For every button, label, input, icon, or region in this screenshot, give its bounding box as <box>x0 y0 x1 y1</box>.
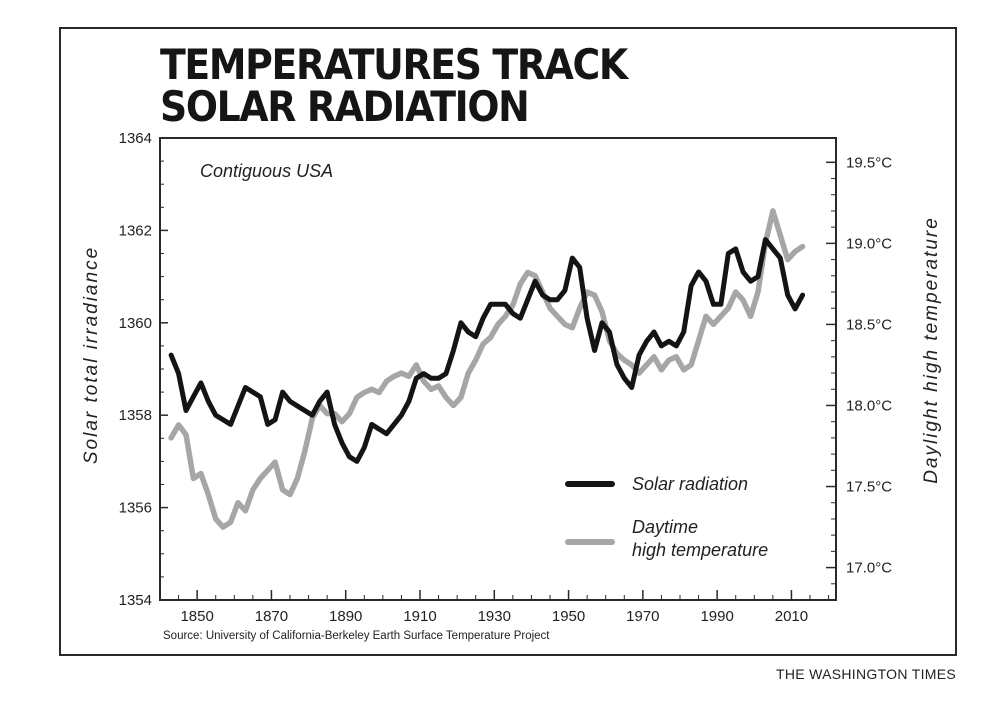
legend: Solar radiation Daytime high temperature <box>565 474 768 560</box>
y-tick-label: 1360 <box>119 315 152 332</box>
y-axis-right-title: Daylight high temperature <box>921 216 942 484</box>
y-axis-right: 17.0°C 17.5°C 18.0°C 18.5°C 19.0°C 19.5°C <box>826 154 892 585</box>
chart-title: TEMPERATURES TRACK SOLAR RADIATION <box>160 40 628 131</box>
y-tick-label: 1354 <box>119 592 152 609</box>
y2-tick-label: 17.5°C <box>846 479 892 496</box>
x-tick-label: 1970 <box>626 608 659 625</box>
series-line-daytime-high-temperature <box>168 208 806 530</box>
y2-tick-label: 18.5°C <box>846 316 892 333</box>
y-axis-left: 1354 1356 1358 1360 1362 1364 <box>119 130 168 609</box>
y2-tick-label: 19.5°C <box>846 154 892 171</box>
region-annotation: Contiguous USA <box>200 161 333 181</box>
publisher-credit: THE WASHINGTON TIMES <box>776 666 956 682</box>
x-tick-label: 1870 <box>255 608 288 625</box>
y-tick-label: 1364 <box>119 130 152 147</box>
x-tick-label: 1950 <box>552 608 585 625</box>
y2-tick-label: 17.0°C <box>846 560 892 577</box>
plot-area <box>159 137 837 601</box>
chart-title-line-1: TEMPERATURES TRACK <box>160 40 628 89</box>
legend-label-temperature-line-1: Daytime <box>632 517 698 537</box>
source-note: Source: University of California-Berkele… <box>163 630 550 642</box>
x-tick-label: 1850 <box>180 608 213 625</box>
x-tick-label: 2010 <box>775 608 808 625</box>
y2-tick-label: 18.0°C <box>846 397 892 414</box>
legend-label-temperature-line-2: high temperature <box>632 540 768 560</box>
series-layer <box>168 208 806 530</box>
legend-label-solar: Solar radiation <box>632 474 748 494</box>
x-axis: 1850 1870 1890 1910 1930 1950 1970 1990 2010 <box>178 590 830 625</box>
y2-tick-label: 19.0°C <box>846 235 892 252</box>
series-line-solar-radiation <box>168 237 806 464</box>
x-tick-label: 1930 <box>478 608 511 625</box>
y-axis-left-title: Solar total irradiance <box>81 246 102 464</box>
x-tick-label: 1910 <box>403 608 436 625</box>
figure-frame <box>59 27 957 656</box>
chart-title-line-2: SOLAR RADIATION <box>160 82 530 131</box>
y-tick-label: 1362 <box>119 222 152 239</box>
y-tick-label: 1356 <box>119 500 152 517</box>
x-tick-label: 1990 <box>700 608 733 625</box>
x-tick-label: 1890 <box>329 608 362 625</box>
y-tick-label: 1358 <box>119 407 152 424</box>
